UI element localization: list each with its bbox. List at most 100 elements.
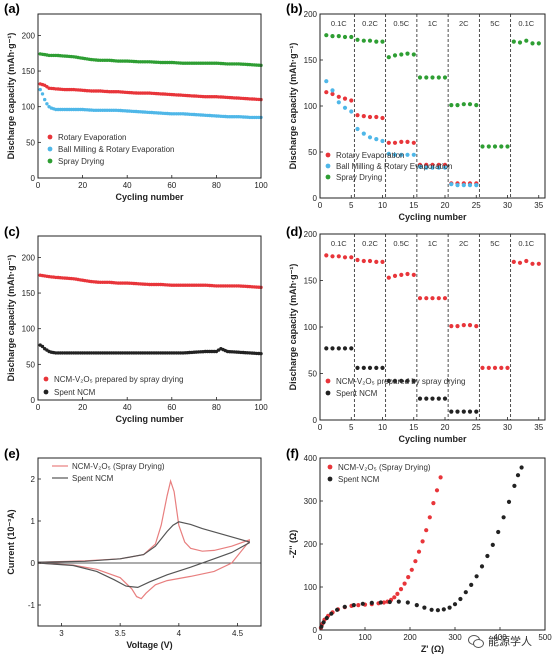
panel-label: (a) [4,1,20,16]
data-point [367,365,373,370]
series-line [37,478,250,600]
data-point [492,365,498,370]
data-point [374,259,379,264]
data-point [515,473,521,478]
series-1 [324,346,479,414]
legend-swatch [325,378,331,384]
data-point [399,152,404,157]
data-point [442,75,448,80]
data-point [324,253,329,258]
legend-label: Ball Milling & Rotary Evaporation [336,162,453,171]
data-point [405,600,410,605]
data-point [474,103,479,108]
data-point [355,257,360,263]
data-point [351,603,356,608]
data-point [455,103,460,108]
y-axis-title: -Z'' (Ω) [288,530,298,559]
data-point [374,114,379,120]
chart-e: (e) 3 3.5 4 4.5 -1 0 1 2 Voltage (V) Current (10⁻³… [4,446,262,650]
x-tick-label: 3.5 [115,629,127,638]
data-point [411,140,416,145]
legend-swatch [43,389,49,395]
data-point [402,581,407,586]
data-point [355,126,360,132]
data-point [436,296,441,301]
rate-label: 1C [428,19,438,28]
data-point [474,324,479,329]
x-tick-label: 4.5 [232,629,244,638]
data-point [399,272,404,277]
data-point [336,254,341,259]
panel-label: (d) [286,224,303,239]
data-point [461,409,466,414]
data-point [461,102,466,107]
data-point [511,39,516,44]
y-tick-label: 200 [22,31,36,40]
rate-label: 0.1C [518,239,534,248]
data-point [474,409,479,414]
x-tick-label: 100 [254,181,268,190]
data-point [474,574,479,579]
data-point [330,88,335,93]
legend-label: Spent NCM [338,475,380,484]
data-point [499,144,504,149]
data-point [424,75,429,80]
y-tick-label: 150 [22,289,36,298]
y-tick-label: 100 [304,102,318,111]
data-point [467,102,473,107]
legend: Rotary Evaporation Ball Milling & Rotary … [325,151,453,182]
data-point [447,605,452,610]
data-point [424,396,429,401]
x-axis-title: Z' (Ω) [421,644,444,654]
data-point [324,90,329,95]
data-point [438,475,443,480]
rate-label: 0.2C [362,239,378,248]
data-point [449,103,454,108]
data-point [511,259,516,264]
panel-label: (b) [286,1,303,16]
legend: NCM-V₂O₅ prepared by spray drying Spent N… [43,375,183,397]
y-tick-label: 200 [304,10,318,19]
y-tick-label: 100 [304,323,318,332]
data-point [417,396,423,401]
rate-label: 2C [459,239,469,248]
series-1 [324,79,479,188]
data-point [392,595,397,600]
data-point [387,599,392,605]
legend-label: Ball Milling & Rotary Evaporation [58,145,175,154]
y-tick-label: 2 [31,475,36,484]
legend-label: Rotary Evaporation [58,133,126,142]
series-2 [324,33,541,149]
series-1 [38,87,263,120]
legend-label: Spent NCM [54,388,96,397]
legend: NCM-V₂O₅ (Spray Drying) Spent NCM [52,462,165,483]
x-tick-label: 20 [441,423,450,432]
x-tick-label: 30 [503,423,512,432]
data-point [349,255,354,260]
y-tick-label: 0 [313,194,318,203]
data-point [321,620,326,625]
data-point [38,87,42,92]
legend-swatch [47,134,53,140]
data-point [480,144,485,149]
legend-label: NCM-V₂O₅ (Spray Drying) [72,462,165,471]
data-point [342,96,348,101]
x-tick-label: 30 [503,201,512,210]
x-tick-label: 15 [409,201,418,210]
data-point [442,396,448,401]
x-tick-label: 0 [36,181,41,190]
legend-swatch [325,390,331,396]
series-0 [324,90,479,186]
x-tick-label: 40 [123,181,132,190]
y-tick-label: 200 [304,540,318,549]
x-axis-title: Cycling number [398,434,467,444]
data-point [380,115,385,121]
data-point [392,378,398,383]
y-tick-label: 400 [304,454,318,463]
y-tick-label: 0 [31,174,36,183]
legend-label: NCM-V₂O₅ prepared by spray drying [54,375,183,384]
data-point [496,529,501,535]
data-point [467,323,473,328]
x-tick-label: 400 [493,633,507,642]
